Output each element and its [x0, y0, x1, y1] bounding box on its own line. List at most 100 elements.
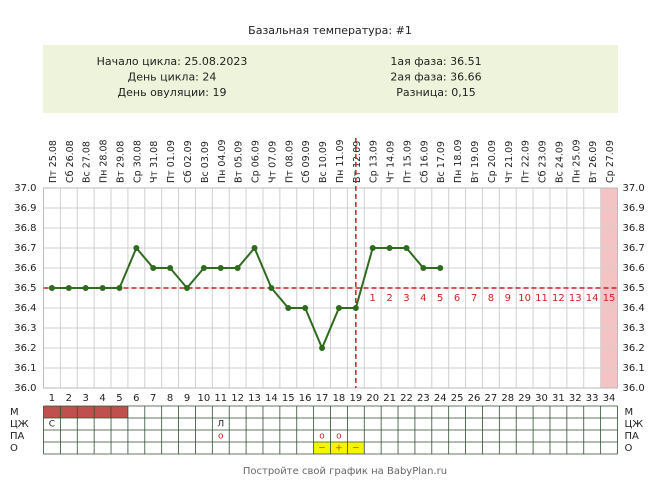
date: 11.09 [334, 139, 345, 166]
y-tick-label: 36.6 [14, 263, 36, 274]
temperature-point [48, 285, 55, 291]
date-label: Сб 02.09 [183, 140, 194, 183]
date: 16.09 [419, 140, 430, 167]
temperature-point [99, 285, 106, 291]
date-label: Сб 23.09 [537, 140, 548, 183]
date-label: Пн 11.09 [334, 139, 345, 183]
y-tick-label: 36.4 [14, 303, 36, 314]
weekday: Вс [436, 171, 447, 183]
luteal-day-label: 9 [505, 293, 511, 304]
date-label: Вс 24.09 [554, 141, 565, 183]
x-tick-label: 4 [99, 393, 105, 404]
weekday: Пт [284, 170, 295, 183]
y-tick-label-right: 36.1 [623, 363, 645, 374]
date-label: Вс 17.09 [436, 141, 447, 183]
weekday: Сб [301, 170, 312, 183]
menstruation-cell [43, 406, 61, 418]
x-tick-label: 26 [468, 393, 481, 404]
weekday: Ср [605, 170, 616, 183]
date-label: Сб 26.08 [64, 140, 75, 183]
temperature-point [285, 305, 292, 311]
row-mark: + [335, 444, 343, 454]
x-tick-label: 3 [83, 393, 89, 404]
temperature-point [437, 265, 444, 271]
x-tick-label: 8 [167, 393, 173, 404]
date: 09.09 [301, 140, 312, 167]
x-tick-label: 7 [150, 393, 156, 404]
x-tick-label: 20 [366, 393, 379, 404]
weekday: Пт [166, 170, 177, 183]
temperature-point [335, 305, 342, 311]
row-label: ПА [10, 431, 25, 442]
date: 03.09 [199, 141, 210, 168]
menstruation-cell [94, 406, 112, 418]
info-line: 1ая фаза: 36.51 [390, 55, 481, 68]
date: 23.09 [537, 140, 548, 167]
x-tick-label: 21 [383, 393, 396, 404]
date: 04.09 [216, 139, 227, 166]
x-tick-label: 16 [299, 393, 312, 404]
temperature-point [403, 245, 410, 251]
date: 26.08 [64, 140, 75, 167]
row-label-right: О [625, 443, 633, 454]
temperature-point [184, 285, 190, 291]
date: 12.09 [351, 141, 362, 168]
date-label: Вт 26.09 [588, 141, 599, 183]
date: 29.08 [115, 141, 126, 168]
date: 18.09 [453, 139, 464, 166]
luteal-day-label: 5 [437, 293, 443, 304]
date: 22.09 [520, 140, 531, 167]
mark-cell [313, 442, 331, 454]
x-tick-label: 5 [116, 393, 122, 404]
info-label: День овуляции: [118, 86, 209, 99]
date: 13.09 [368, 140, 379, 167]
date: 08.09 [284, 140, 295, 167]
y-tick-label-right: 37.0 [623, 183, 645, 194]
row-label: ЦЖ [10, 419, 29, 430]
x-tick-label: 10 [198, 393, 211, 404]
x-tick-label: 13 [248, 393, 261, 404]
y-tick-label: 36.5 [14, 283, 36, 294]
x-tick-label: 30 [535, 393, 548, 404]
luteal-day-label: 6 [454, 293, 460, 304]
date: 19.09 [470, 141, 481, 168]
info-line: Разница: 0,15 [396, 86, 476, 99]
x-tick-label: 27 [485, 393, 498, 404]
luteal-day-label: 2 [386, 293, 392, 304]
luteal-day-label: 7 [471, 293, 477, 304]
date: 25.09 [571, 139, 582, 166]
temperature-point [352, 305, 359, 311]
row-label-right: ПА [625, 431, 640, 442]
weekday: Вт [588, 170, 599, 183]
x-tick-label: 11 [214, 393, 227, 404]
date-label: Вс 27.08 [81, 141, 92, 183]
menstruation-cell [111, 406, 128, 418]
info-value: 36.51 [450, 55, 482, 68]
temperature-point [65, 285, 72, 291]
date-label: Чт 31.08 [149, 141, 160, 183]
date: 07.09 [267, 141, 278, 168]
row-mark: − [352, 444, 360, 454]
weekday: Пн [216, 170, 227, 183]
info-line: 2ая фаза: 36.66 [390, 71, 481, 84]
temperature-point [386, 245, 393, 251]
weekday: Пн [98, 170, 109, 183]
date: 20.09 [486, 140, 497, 167]
row-mark: o [336, 432, 342, 442]
weekday: Сб [419, 170, 430, 183]
date: 02.09 [183, 140, 194, 167]
weekday: Пт [47, 170, 58, 183]
date: 24.09 [554, 141, 565, 168]
x-tick-label: 19 [349, 393, 362, 404]
weekday: Пн [453, 170, 464, 183]
y-tick-label: 36.9 [14, 203, 36, 214]
x-tick-label: 24 [434, 393, 447, 404]
x-tick-label: 9 [184, 393, 190, 404]
date-label: Ср 13.09 [368, 140, 379, 183]
luteal-day-label: 4 [420, 293, 426, 304]
row-mark: o [218, 432, 224, 442]
luteal-day-label: 13 [569, 293, 582, 304]
date-label: Пн 28.08 [98, 139, 109, 183]
weekday: Чт [503, 170, 514, 183]
x-tick-label: 33 [586, 393, 599, 404]
